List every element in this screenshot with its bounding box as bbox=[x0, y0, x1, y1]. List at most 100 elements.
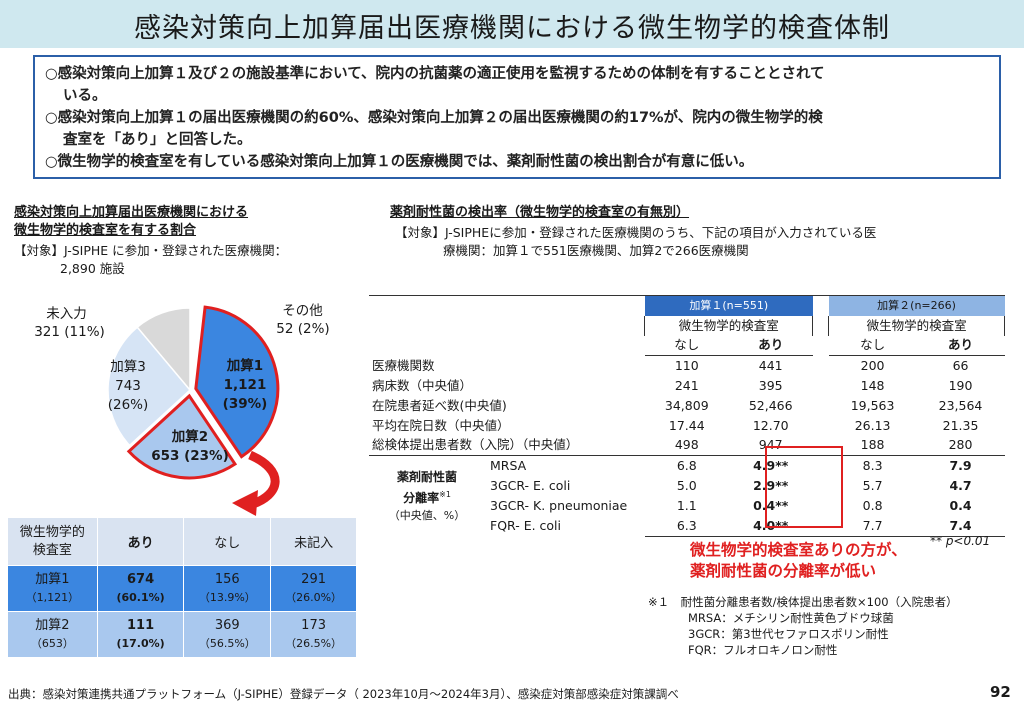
right-target-2: 療機関：加算１で551医療機関、加算2で266医療機関 bbox=[443, 243, 749, 258]
footnote-line: MRSA：メチシリン耐性黄色ブドウ球菌 bbox=[688, 611, 894, 625]
left-th-no: なし bbox=[183, 517, 272, 566]
left-r2-yes-val: 111 bbox=[127, 617, 155, 633]
rt-cell: 5.7 bbox=[862, 477, 883, 493]
rt-amr-label-1: 薬剤耐性菌 bbox=[396, 469, 457, 484]
rt-cell: 17.44 bbox=[668, 417, 705, 433]
left-th-blank: 未記入 bbox=[270, 517, 357, 566]
left-r2-yes-pct: (17.0%) bbox=[116, 636, 165, 650]
right-hdr-k2-yes: あり bbox=[916, 335, 1005, 356]
left-target-1: 【対象】J-SIPHE に参加・登録された医療機関： bbox=[14, 243, 288, 258]
table-row: 病床数（中央値） 241 395 148 190 bbox=[369, 376, 1005, 396]
pie-label-uninput-name: 未入力 bbox=[46, 306, 87, 322]
rt-cell: 200 bbox=[860, 357, 885, 373]
summary-line-5: ○微生物学的検査室を有している感染対策向上加算１の医療機関では、薬剤耐性菌の検出… bbox=[45, 154, 754, 170]
pie-slice-2 bbox=[107, 326, 192, 447]
table-row: 在院患者延べ数(中央値) 34,809 52,466 19,563 23,564 bbox=[369, 396, 1005, 416]
left-section-title-2: 微生物学的検査室を有する割合 bbox=[14, 223, 197, 238]
rt-row-label: 平均在院日数（中央値） bbox=[372, 417, 510, 433]
right-header-row-3: なし あり なし あり bbox=[369, 335, 1005, 356]
rt-amr-label-cell: 薬剤耐性菌 分離率※1 （中央値、%） MRSA 3GCR- E. coli 3… bbox=[369, 456, 645, 537]
rt-cell: 110 bbox=[674, 357, 699, 373]
rt-row-label: 病床数（中央値） bbox=[372, 377, 473, 393]
pie-label-k1-pct: (39%) bbox=[222, 396, 268, 412]
left-r1-no-pct: （13.9%） bbox=[198, 590, 256, 604]
red-arrow-head bbox=[232, 490, 258, 516]
rt-cell: 12.70 bbox=[752, 417, 789, 433]
table-row: 加算2 （653） 111 (17.0%) 369 （56.5%） 173 （26.5%… bbox=[7, 611, 357, 658]
rt-cell: 19,563 bbox=[850, 397, 895, 413]
footnote-line: FQR：フルオロキノロン耐性 bbox=[688, 643, 838, 657]
left-r1-yes: 674 (60.1%) bbox=[96, 565, 185, 612]
pie-slice-0 bbox=[194, 305, 280, 459]
left-r2-yes: 111 (17.0%) bbox=[96, 611, 185, 658]
right-hdr-k2: 加算２(n=266) bbox=[828, 295, 1005, 316]
right-hdr-k1: 加算１(n=551) bbox=[644, 295, 813, 316]
left-r1-name: 加算1 （1,121） bbox=[7, 565, 98, 612]
conclusion-line-2: 薬剤耐性菌の分離率が低い bbox=[690, 562, 877, 580]
rt-cell: 4.9** bbox=[753, 457, 789, 473]
rt-cell: 188 bbox=[828, 435, 917, 456]
rt-amr-label-2: 分離率 bbox=[403, 490, 440, 505]
left-r2-blank-val: 173 bbox=[301, 617, 326, 633]
rt-row-label: 医療機関数 bbox=[372, 357, 435, 373]
pie-label-k3-name: 加算3 bbox=[110, 359, 146, 375]
left-r1-blank: 291 （26.0%） bbox=[270, 565, 357, 612]
summary-line-1: ○感染対策向上加算１及び２の施設基準において、院内の抗菌薬の適正使用を監視するた… bbox=[45, 66, 825, 82]
rt-cell: 0.4** bbox=[753, 497, 789, 513]
left-r1-name-main: 加算1 bbox=[35, 571, 70, 587]
left-r2-no-pct: （56.5%） bbox=[198, 636, 256, 650]
left-r2-blank-pct: （26.5%） bbox=[285, 636, 343, 650]
rt-cell: 190 bbox=[948, 377, 973, 393]
pie-label-k3-count: 743 bbox=[115, 378, 141, 394]
rt-amr-label-wrap: 薬剤耐性菌 分離率※1 （中央値、%） MRSA 3GCR- E. coli 3… bbox=[372, 456, 642, 536]
rt-cell: 52,466 bbox=[748, 397, 793, 413]
left-th-lab-2: 検査室 bbox=[32, 542, 72, 558]
left-table-header: 微生物学的 検査室 あり なし 未記入 bbox=[7, 517, 357, 566]
left-th-yes: あり bbox=[96, 517, 185, 566]
rt-amr-sup: ※1 bbox=[439, 489, 451, 499]
left-r1-yes-pct: (60.1%) bbox=[116, 590, 165, 604]
rt-cell: 0.4 bbox=[949, 497, 972, 513]
pie-label-k1-count: 1,121 bbox=[223, 377, 267, 393]
footnote-line: 3GCR：第3世代セファロスポリン耐性 bbox=[688, 627, 889, 641]
left-table: 微生物学的 検査室 あり なし 未記入 加算1 （1,121） 674 (60.1%… bbox=[7, 517, 357, 658]
red-arrow-body bbox=[248, 450, 280, 510]
table-row: 加算1 （1,121） 674 (60.1%) 156 （13.9%） 291 （26.… bbox=[7, 565, 357, 612]
right-section-title: 薬剤耐性菌の検出率（微生物学的検査室の有無別） bbox=[390, 205, 690, 220]
pie-label-k1-name: 加算1 bbox=[226, 358, 264, 374]
right-table: 加算１(n=551) 加算２(n=266) 微生物学的検査室 微生物学的検査室 … bbox=[369, 295, 1005, 537]
page-title: 感染対策向上加算届出医療機関における微生物学的検査体制 bbox=[134, 13, 890, 44]
table-row: 総検体提出患者数（入院）（中央値） 498 947 188 280 bbox=[369, 435, 1005, 456]
rt-cell: 0.8 bbox=[862, 497, 883, 513]
rt-cell: 21.35 bbox=[942, 417, 979, 433]
rt-amr-label-2-wrap: 分離率※1 bbox=[372, 486, 482, 507]
rt-cell: 395 bbox=[758, 377, 783, 393]
left-r1-no: 156 （13.9%） bbox=[183, 565, 272, 612]
pie-label-k2-name: 加算2 bbox=[171, 429, 209, 445]
conclusion-message: 微生物学的検査室ありの方が、 薬剤耐性菌の分離率が低い bbox=[690, 540, 907, 582]
pie-label-other-val: 52 (2%) bbox=[276, 321, 330, 337]
left-r1-blank-pct: （26.0%） bbox=[285, 590, 343, 604]
rt-cell: 6.8 bbox=[676, 457, 697, 473]
left-target-2: 2,890 施設 bbox=[60, 261, 125, 276]
p-value-note: ** p<0.01 bbox=[930, 534, 991, 548]
conclusion-line-1: 微生物学的検査室ありの方が、 bbox=[690, 541, 907, 559]
table-row: 薬剤耐性菌 分離率※1 （中央値、%） MRSA 3GCR- E. coli 3… bbox=[369, 456, 1005, 533]
highlight-box bbox=[765, 446, 843, 528]
summary-line-4: 査室を「あり」と回答した。 bbox=[63, 132, 252, 148]
pie-label-k2-val: 653 (23%) bbox=[151, 448, 229, 464]
rt-cell: 7.4 bbox=[916, 515, 1005, 537]
title-bar bbox=[0, 0, 1024, 48]
summary-line-2: いる。 bbox=[63, 88, 107, 104]
right-target-1: 【対象】J-SIPHEに参加・登録された医療機関のうち、下記の項目が入力されてい… bbox=[395, 225, 877, 240]
left-r2-no: 369 （56.5%） bbox=[183, 611, 272, 658]
right-hdr-k2-no: なし bbox=[828, 335, 917, 356]
right-hdr-k1-yes: あり bbox=[728, 335, 813, 356]
left-th-lab: 微生物学的 検査室 bbox=[7, 517, 98, 566]
pie-label-k3-pct: (26%) bbox=[107, 397, 149, 413]
page-number: 92 bbox=[990, 683, 1011, 701]
left-r1-blank-val: 291 bbox=[301, 571, 326, 587]
right-header-row-2: 微生物学的検査室 微生物学的検査室 bbox=[369, 315, 1005, 336]
left-th-lab-1: 微生物学的 bbox=[19, 524, 85, 540]
